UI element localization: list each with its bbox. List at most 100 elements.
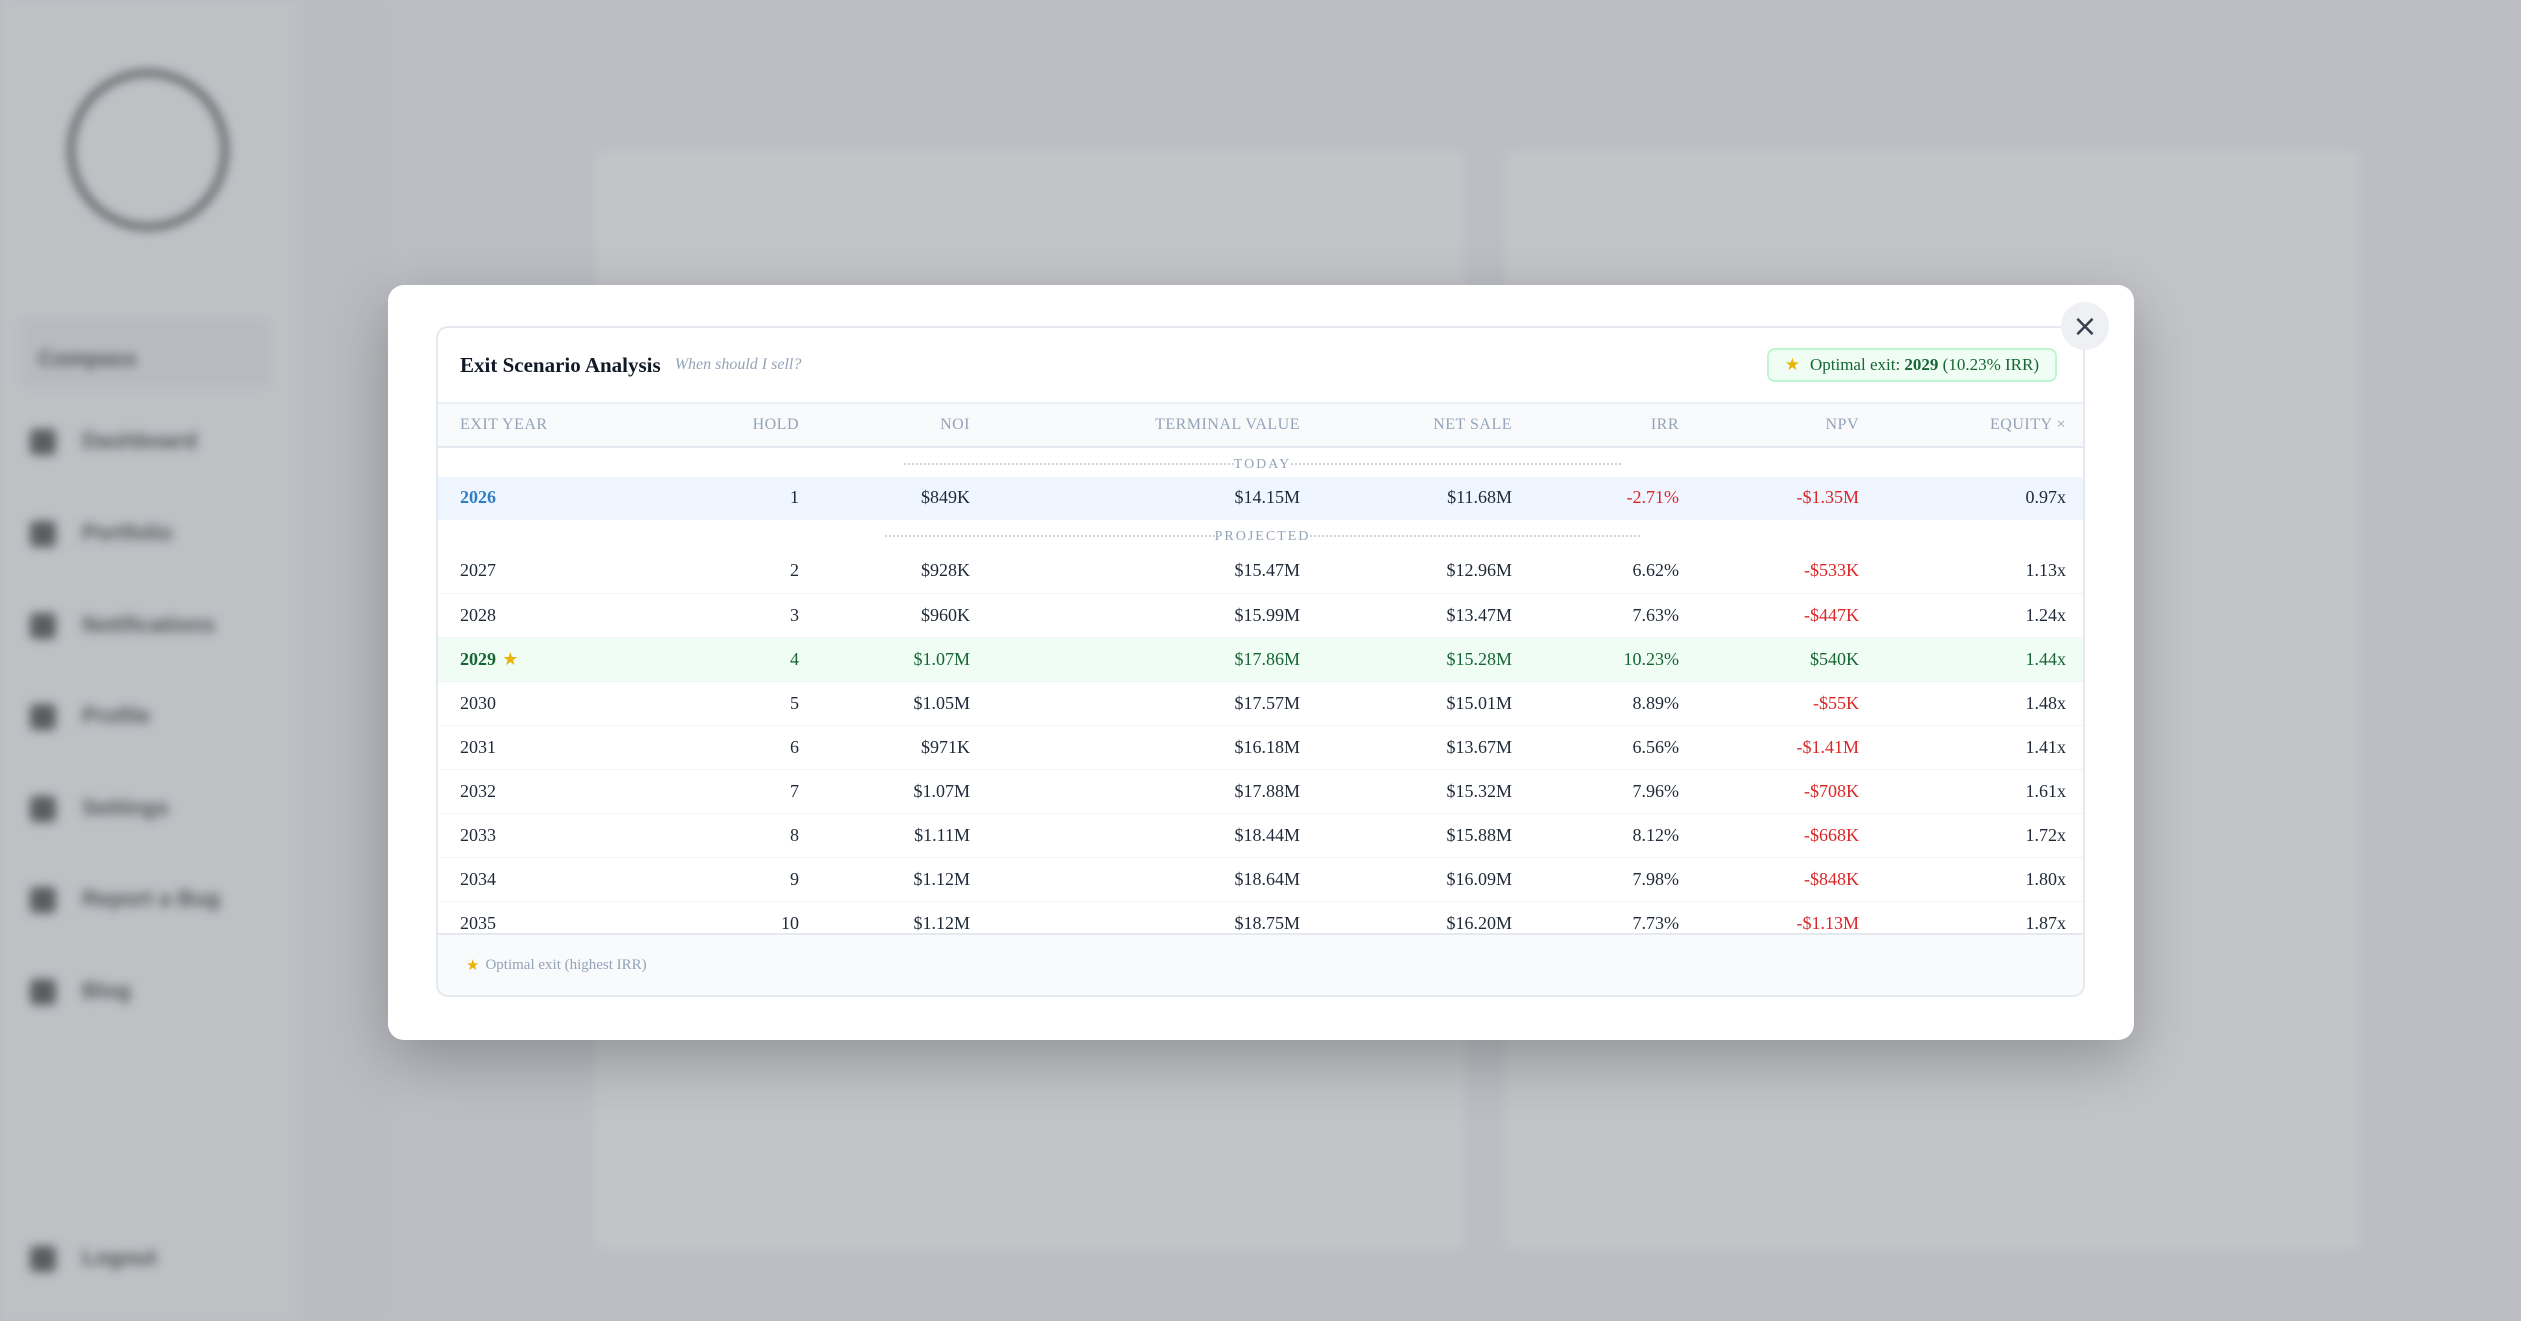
optimal-exit-badge: ★ Optimal exit: 2029 (10.23% IRR) [1766, 348, 2057, 382]
cell-eq: 1.48x [1859, 681, 2083, 726]
cell-value: $1.07M [913, 648, 970, 669]
cell-noi: $1.05M [799, 681, 970, 726]
cell-tv: $18.44M [970, 813, 1300, 858]
cell-value: 6.56% [1632, 736, 1680, 757]
cell-irr: -2.71% [1512, 477, 1680, 520]
nav-profile[interactable]: Profile [30, 703, 151, 731]
cell-noi: $1.07M [799, 637, 970, 682]
cell-value: 8.89% [1632, 692, 1680, 713]
cell-value: $18.44M [1234, 824, 1300, 845]
table-row[interactable]: 2026 1 $849K $14.15M $11.68M -2.71% -$1.35M 0.9… [438, 477, 2083, 520]
cell-value: $15.88M [1446, 824, 1512, 845]
nav-report-bug[interactable]: Report a Bug [30, 886, 220, 914]
cell-value: $11.68M [1447, 487, 1512, 508]
cell-value: $1.05M [913, 692, 970, 713]
cell-value: 0.97x [2025, 487, 2067, 508]
cell-value: -$55K [1813, 692, 1859, 713]
cell-value: $928K [921, 560, 970, 581]
cell-year: 2028 [438, 593, 662, 638]
cell-value: 2035 [460, 912, 496, 933]
table-row[interactable]: 2031 6 $971K $16.18M $13.67M 6.56% -$1.41M 1.41… [438, 725, 2083, 770]
cell-tv: $15.99M [970, 593, 1300, 638]
cell-irr: 8.89% [1512, 681, 1680, 726]
cell-net: $15.28M [1300, 637, 1512, 682]
logout-button[interactable]: Logout [30, 1245, 157, 1273]
cell-value: 1.44x [2025, 648, 2067, 669]
cell-value: 2028 [460, 604, 496, 625]
cell-npv: $540K [1679, 637, 1859, 682]
cell-net: $13.67M [1300, 725, 1512, 770]
cell-noi: $1.07M [799, 769, 970, 814]
cell-value: -$533K [1804, 560, 1859, 581]
table-row[interactable]: 2029 ★ 4 $1.07M $17.86M $15.28M 10.23% $540K 1.… [438, 637, 2083, 682]
table-row[interactable]: 2034 9 $1.12M $18.64M $16.09M 7.98% -$848K 1.80… [438, 857, 2083, 902]
cell-hold: 2 [662, 549, 799, 594]
cell-value: 1.87x [2025, 912, 2067, 933]
cell-tv: $17.86M [970, 637, 1300, 682]
column-header: NPV [1679, 402, 1859, 448]
table-row[interactable]: 2033 8 $1.11M $18.44M $15.88M 8.12% -$668K 1.72… [438, 813, 2083, 858]
cell-value: 6.62% [1632, 560, 1680, 581]
cell-npv: -$708K [1679, 769, 1859, 814]
table-row[interactable]: 2028 3 $960K $15.99M $13.47M 7.63% -$447K 1.24x [438, 593, 2083, 638]
nav-label: Profile [82, 703, 151, 728]
cell-value: 3 [790, 604, 799, 625]
cell-npv: -$1.35M [1679, 477, 1860, 520]
cell-value: 1.13x [2025, 560, 2067, 581]
sidebar: Compass Dashboard Portfolio Notification… [0, 0, 300, 1321]
cell-eq: 1.72x [1859, 813, 2083, 858]
cell-eq: 1.44x [1859, 637, 2083, 682]
cell-eq: 1.80x [1859, 857, 2083, 902]
table-row[interactable]: 2032 7 $1.07M $17.88M $15.32M 7.96% -$708K 1.61… [438, 769, 2083, 814]
cell-value: 9 [790, 868, 799, 889]
cell-value: $15.47M [1234, 560, 1300, 581]
cell-irr: 7.96% [1512, 769, 1680, 814]
star-icon: ★ [466, 956, 480, 974]
table-row[interactable]: 2027 2 $928K $15.47M $12.96M 6.62% -$533K 1.13x [438, 549, 2083, 594]
cell-year: 2034 [438, 857, 662, 902]
cell-value: 2034 [460, 868, 496, 889]
cell-noi: $1.12M [799, 857, 970, 902]
nav-portfolio[interactable]: Portfolio [30, 520, 172, 548]
cell-eq: 1.41x [1859, 725, 2083, 770]
cell-noi: $960K [799, 593, 970, 638]
close-button[interactable]: × [2061, 302, 2109, 350]
cell-value: -$848K [1804, 868, 1859, 889]
footnote-text: Optimal exit (highest IRR) [485, 956, 647, 973]
nav-blog[interactable]: Blog [30, 978, 131, 1006]
cell-value: $540K [1810, 648, 1859, 669]
cell-value: 2030 [460, 692, 496, 713]
column-header: NET SALE [1300, 402, 1512, 448]
cell-year: 2031 [438, 725, 662, 770]
nav-settings[interactable]: Settings [30, 795, 169, 823]
nav-dashboard[interactable]: Dashboard [30, 428, 197, 456]
cell-value: -2.71% [1626, 487, 1680, 508]
cell-net: $11.68M [1300, 477, 1512, 520]
cell-value: $12.96M [1446, 560, 1512, 581]
nav-notifications[interactable]: Notifications [30, 612, 215, 640]
cell-net: $16.09M [1300, 857, 1512, 902]
cell-net: $15.01M [1300, 681, 1512, 726]
cell-value: 8 [790, 824, 799, 845]
nav-label: Dashboard [82, 428, 197, 453]
cell-value: 7.96% [1632, 780, 1680, 801]
cell-value: 2029 [460, 648, 496, 669]
cell-npv: -$1.41M [1679, 725, 1860, 770]
card-header: Exit Scenario Analysis When should I sel… [438, 328, 2083, 402]
cell-value: $15.99M [1234, 604, 1300, 625]
table-row[interactable]: 2030 5 $1.05M $17.57M $15.01M 8.89% -$55K 1.48x [438, 681, 2083, 726]
cell-irr: 6.56% [1512, 725, 1680, 770]
cell-value: $971K [921, 736, 970, 757]
cell-value: -$1.35M [1796, 487, 1860, 508]
cell-tv: $17.57M [970, 681, 1300, 726]
exit-scenario-card: Exit Scenario Analysis When should I sel… [436, 326, 2085, 997]
cell-tv: $17.88M [970, 769, 1300, 814]
cell-value: -$1.41M [1796, 736, 1860, 757]
org-selector[interactable]: Compass [20, 318, 270, 388]
section-label: PROJECTED [1214, 528, 1311, 544]
star-icon: ★ [1784, 355, 1800, 375]
cell-irr: 7.63% [1512, 593, 1679, 638]
cell-value: 1.80x [2025, 868, 2067, 889]
exit-scenario-table: EXIT YEAR HOLD NOI TERMINAL VALUE NET SALE IR… [438, 402, 2083, 946]
cell-value: 5 [790, 692, 799, 713]
